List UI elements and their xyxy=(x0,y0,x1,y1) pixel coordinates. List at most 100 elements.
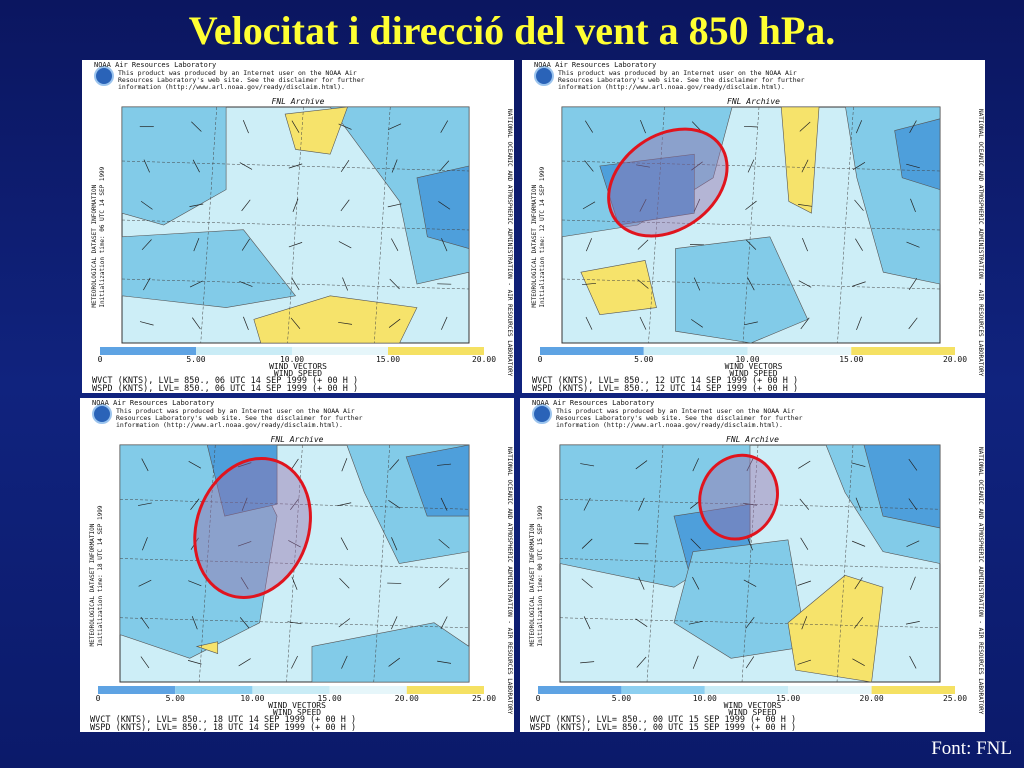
graticule xyxy=(199,444,216,683)
speed-region xyxy=(329,106,470,285)
side-info-line: METEOROLOGICAL DATASET INFORMATION xyxy=(91,184,98,307)
legend-label: WIND SPEED xyxy=(728,708,776,717)
wind-vector xyxy=(140,616,150,629)
wind-vector xyxy=(580,463,595,467)
colorbar-tick: 15.00 xyxy=(776,694,800,703)
side-info-line: Initialization time: 06 UTC 14 SEP 1999 xyxy=(99,166,106,307)
disclaimer-line: Resources Laboratory's web site. See the… xyxy=(118,76,365,84)
disclaimer-line: This product was produced by an Internet… xyxy=(116,407,355,415)
wind-vector xyxy=(338,241,352,249)
legend-label: WIND SPEED xyxy=(729,369,777,378)
side-info-line: METEOROLOGICAL DATASET INFORMATION xyxy=(89,523,96,646)
colorbar-segment xyxy=(704,686,789,694)
wind-vector xyxy=(242,120,249,134)
wind-vector xyxy=(388,657,401,667)
wind-vector xyxy=(908,458,918,471)
wind-vector xyxy=(338,321,353,325)
wind-vector xyxy=(581,538,593,549)
wind-vector xyxy=(909,655,917,669)
wind-vector xyxy=(638,576,645,590)
wind-vector xyxy=(637,279,649,289)
graticule xyxy=(837,106,854,344)
side-agency: NATIONAL OCEANIC AND ATMOSPHERIC ADMINIS… xyxy=(977,109,984,377)
colorbar-segment xyxy=(788,686,872,694)
speed-region xyxy=(673,539,808,659)
wind-vector xyxy=(237,541,252,547)
wind-vector xyxy=(855,497,862,511)
speed-region xyxy=(253,295,418,344)
wind-vector xyxy=(692,576,700,590)
wind-vector xyxy=(143,159,150,173)
wind-vector xyxy=(636,164,650,168)
wind-vector xyxy=(241,238,251,251)
wind-vector xyxy=(193,238,200,252)
graticule xyxy=(741,444,759,683)
wind-vector xyxy=(438,538,450,549)
wind-vector xyxy=(744,321,758,326)
wind-vector xyxy=(636,656,647,668)
wind-vector xyxy=(139,321,154,326)
wind-vector xyxy=(391,238,399,252)
highlight-ellipse xyxy=(698,453,779,541)
caption-line: WSPD (KNTS), LVL= 850., 00 UTC 15 SEP 19… xyxy=(530,723,796,733)
wind-vector xyxy=(191,121,202,132)
wind-vector xyxy=(693,198,701,212)
colorbar-tick: 25.00 xyxy=(943,694,967,703)
colorbar-tick: 10.00 xyxy=(735,355,759,364)
wind-vector xyxy=(743,125,759,128)
wind-vector xyxy=(341,458,348,472)
disclaimer-line: Resources Laboratory's web site. See the… xyxy=(556,414,803,422)
archive-label: FNL Archive xyxy=(271,435,324,444)
legend-label: WIND VECTORS xyxy=(269,362,327,371)
wind-vector xyxy=(639,198,647,212)
wind-vector xyxy=(747,277,755,291)
colorbar-segment xyxy=(292,347,388,355)
wind-vector xyxy=(291,277,300,291)
wind-vector xyxy=(801,616,808,630)
colorbar-segment xyxy=(252,686,330,694)
wind-vector xyxy=(340,159,350,173)
colorbar-tick: 15.00 xyxy=(318,694,342,703)
wind-vector xyxy=(437,463,452,466)
disclaimer-line: Resources Laboratory's web site. See the… xyxy=(116,414,363,422)
legend-label: WIND VECTORS xyxy=(268,701,326,710)
wind-vector xyxy=(143,277,151,291)
colorbar-segment xyxy=(540,347,644,355)
wind-vector xyxy=(441,238,448,252)
noaa-logo xyxy=(92,404,112,424)
graticule xyxy=(742,106,760,344)
wind-vector xyxy=(906,540,920,548)
caption-line: WVCT (KNTS), LVL= 850., 12 UTC 14 SEP 19… xyxy=(532,376,798,386)
side-info-line: Initialization time: 12 UTC 14 SEP 1999 xyxy=(539,166,546,307)
side-info-line: Initialization time: 18 UTC 14 SEP 1999 xyxy=(97,505,104,646)
wind-vector xyxy=(391,159,398,173)
footer-source: Font: FNL xyxy=(931,738,1012,759)
wind-vector xyxy=(584,120,594,133)
speed-region xyxy=(894,118,941,191)
graticule xyxy=(561,219,941,231)
colorbar-segment xyxy=(621,686,705,694)
wind-vector xyxy=(582,201,596,210)
wind-vector xyxy=(583,497,591,511)
disclaimer-line: information (http://www.arl.noaa.gov/rea… xyxy=(558,83,785,91)
graticule xyxy=(119,499,470,510)
colorbar-tick: 0 xyxy=(98,355,103,364)
graticule xyxy=(200,106,217,344)
graticule xyxy=(121,160,470,172)
colorbar-segment xyxy=(100,347,196,355)
wind-vector xyxy=(189,203,204,207)
colorbar-tick: 0 xyxy=(538,355,543,364)
wind-vector xyxy=(240,577,249,590)
speed-region xyxy=(599,153,695,226)
side-info: METEOROLOGICAL DATASET INFORMATIONInitia… xyxy=(531,166,546,307)
wind-vector xyxy=(140,656,150,669)
wind-vector xyxy=(187,660,202,665)
wind-vector xyxy=(581,282,597,286)
wind-vector xyxy=(854,199,864,211)
colorbar-segment xyxy=(329,686,407,694)
wind-vector xyxy=(851,462,866,467)
wind-vector xyxy=(291,120,300,133)
colorbar-segment xyxy=(388,347,484,355)
side-agency: NATIONAL OCEANIC AND ATMOSPHERIC ADMINIS… xyxy=(506,109,513,377)
